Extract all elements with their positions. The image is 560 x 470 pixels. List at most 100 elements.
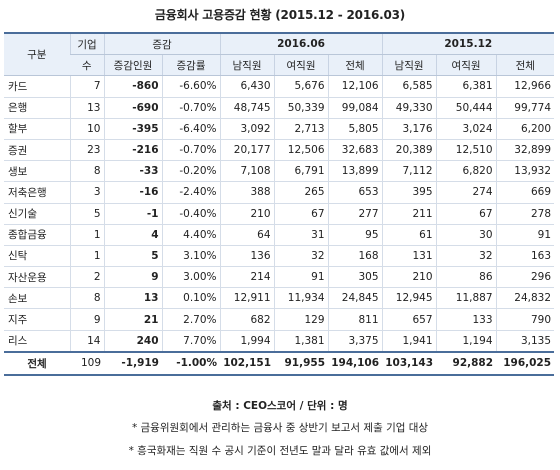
row-change-rate: 7.70% [161, 330, 221, 353]
row-female-2015: 50,444 [435, 97, 497, 119]
header-female-2016: 여직원 [273, 54, 329, 77]
row-total-2015: 13,932 [495, 160, 555, 183]
row-female-2015: 133 [435, 308, 497, 331]
row-change-rate: -0.40% [161, 203, 221, 225]
row-female-2016: 2,713 [273, 118, 329, 140]
note-1: * 금융위원회에서 관리하는 금융사 중 상반기 보고서 제출 기업 대상 [131, 422, 429, 434]
row-total-2016: 811 [327, 308, 383, 331]
row-female-2016: 67 [273, 203, 329, 225]
row-total-2016: 653 [327, 181, 383, 204]
header-row-1: 구분 기업 증감 2016.06 2015.12 [4, 32, 555, 77]
row-total-2016: 277 [327, 203, 383, 225]
row-male-2015: 657 [381, 308, 437, 331]
table-row: 손보 8 13 0.10% 12,911 11,934 24,845 12,945 11,887… [4, 287, 555, 310]
header-total-2015: 전체 [495, 54, 555, 77]
row-male-2015: 12,945 [381, 287, 437, 310]
row-total-2016: 32,683 [327, 139, 383, 162]
row-total-2015: 99,774 [495, 97, 555, 119]
row-total-2015: 790 [495, 308, 555, 331]
total-count: 109 [70, 350, 104, 376]
row-change-people: 21 [103, 308, 162, 331]
report-title: 금융회사 고용증감 현황 (2015.12 - 2016.03) [154, 8, 406, 22]
row-female-2016: 6,791 [273, 160, 329, 183]
total-row: 전체 109 -1,919 -1.00% 102,151 91,955 194,… [4, 350, 555, 376]
row-total-2016: 95 [327, 224, 383, 246]
row-company-count: 5 [69, 203, 104, 225]
row-male-2015: 211 [381, 203, 437, 225]
row-change-people: 240 [103, 330, 162, 353]
row-change-people: -33 [103, 160, 162, 183]
row-male-2016: 20,177 [219, 139, 275, 162]
row-category: 종합금융 [4, 224, 70, 246]
table-row: 종합금융 1 4 4.40% 64 31 95 61 30 91 [4, 224, 555, 246]
row-change-rate: -6.40% [161, 118, 221, 140]
row-male-2015: 1,941 [381, 330, 437, 353]
header-male-2015: 남직원 [381, 54, 437, 77]
row-male-2016: 210 [219, 203, 275, 225]
row-male-2015: 61 [381, 224, 437, 246]
row-male-2016: 1,994 [219, 330, 275, 353]
table-body: 카드 7 -860 -6.60% 6,430 5,676 12,106 6,585 6,381 1… [4, 75, 555, 353]
row-category: 지주 [4, 308, 70, 331]
table-row: 할부 10 -395 -6.40% 3,092 2,713 5,805 3,176 3,024 6… [4, 118, 555, 140]
note-2: * 흥국화재는 직원 수 공시 기준이 전년도 말과 달라 유효 값에서 제외 [128, 445, 432, 457]
row-total-2015: 12,966 [495, 75, 555, 98]
row-total-2015: 3,135 [495, 330, 555, 353]
row-change-people: 5 [103, 245, 162, 268]
row-change-rate: -2.40% [161, 181, 221, 204]
row-change-rate: 3.10% [161, 245, 221, 268]
row-company-count: 14 [69, 330, 104, 353]
row-company-count: 13 [69, 97, 104, 119]
header-change: 증감 [103, 32, 221, 56]
total-label: 전체 [4, 350, 70, 376]
row-female-2015: 67 [435, 203, 497, 225]
row-total-2016: 168 [327, 245, 383, 268]
row-total-2015: 6,200 [495, 118, 555, 140]
row-change-people: 9 [103, 266, 162, 289]
row-category: 손보 [4, 287, 70, 310]
row-change-people: -1 [103, 203, 162, 225]
row-change-people: -216 [103, 139, 162, 162]
header-female-2015: 여직원 [435, 54, 497, 77]
row-male-2015: 49,330 [381, 97, 437, 119]
row-male-2016: 214 [219, 266, 275, 289]
header-companies-count: 수 [70, 54, 104, 77]
total-all-2016: 194,106 [328, 350, 383, 376]
row-category: 신기술 [4, 203, 70, 225]
row-total-2015: 163 [495, 245, 555, 268]
row-change-people: -690 [103, 97, 162, 119]
row-total-2016: 24,845 [327, 287, 383, 310]
row-company-count: 8 [69, 160, 104, 183]
row-female-2016: 91 [273, 266, 329, 289]
row-change-rate: 4.40% [161, 224, 221, 246]
row-category: 카드 [4, 75, 70, 98]
header-change-people: 증감인원 [103, 54, 162, 77]
header-change-rate: 증감률 [161, 54, 221, 77]
table-row: 카드 7 -860 -6.60% 6,430 5,676 12,106 6,585 6,381 1… [4, 75, 555, 98]
total-all-2015: 196,025 [496, 350, 555, 376]
header-companies: 기업 [69, 32, 104, 56]
row-male-2016: 6,430 [219, 75, 275, 98]
total-male-2015: 103,143 [382, 350, 437, 376]
row-female-2015: 30 [435, 224, 497, 246]
row-company-count: 1 [69, 224, 104, 246]
row-company-count: 23 [69, 139, 104, 162]
row-total-2015: 32,899 [495, 139, 555, 162]
row-female-2016: 265 [273, 181, 329, 204]
row-female-2015: 86 [435, 266, 497, 289]
row-male-2015: 7,112 [381, 160, 437, 183]
table-row: 자산운용 2 9 3.00% 214 91 305 210 86 296 [4, 266, 555, 289]
table-row: 신기술 5 -1 -0.40% 210 67 277 211 67 278 [4, 203, 555, 225]
row-male-2015: 131 [381, 245, 437, 268]
row-total-2016: 3,375 [327, 330, 383, 353]
row-change-rate: -6.60% [161, 75, 221, 98]
row-male-2015: 6,585 [381, 75, 437, 98]
row-female-2015: 6,381 [435, 75, 497, 98]
table-row: 은행 13 -690 -0.70% 48,745 50,339 99,084 49,330 50… [4, 97, 555, 119]
total-female-2015: 92,882 [436, 350, 497, 376]
row-change-people: 13 [103, 287, 162, 310]
header-total-2016: 전체 [327, 54, 383, 77]
row-male-2016: 136 [219, 245, 275, 268]
row-female-2016: 11,934 [273, 287, 329, 310]
